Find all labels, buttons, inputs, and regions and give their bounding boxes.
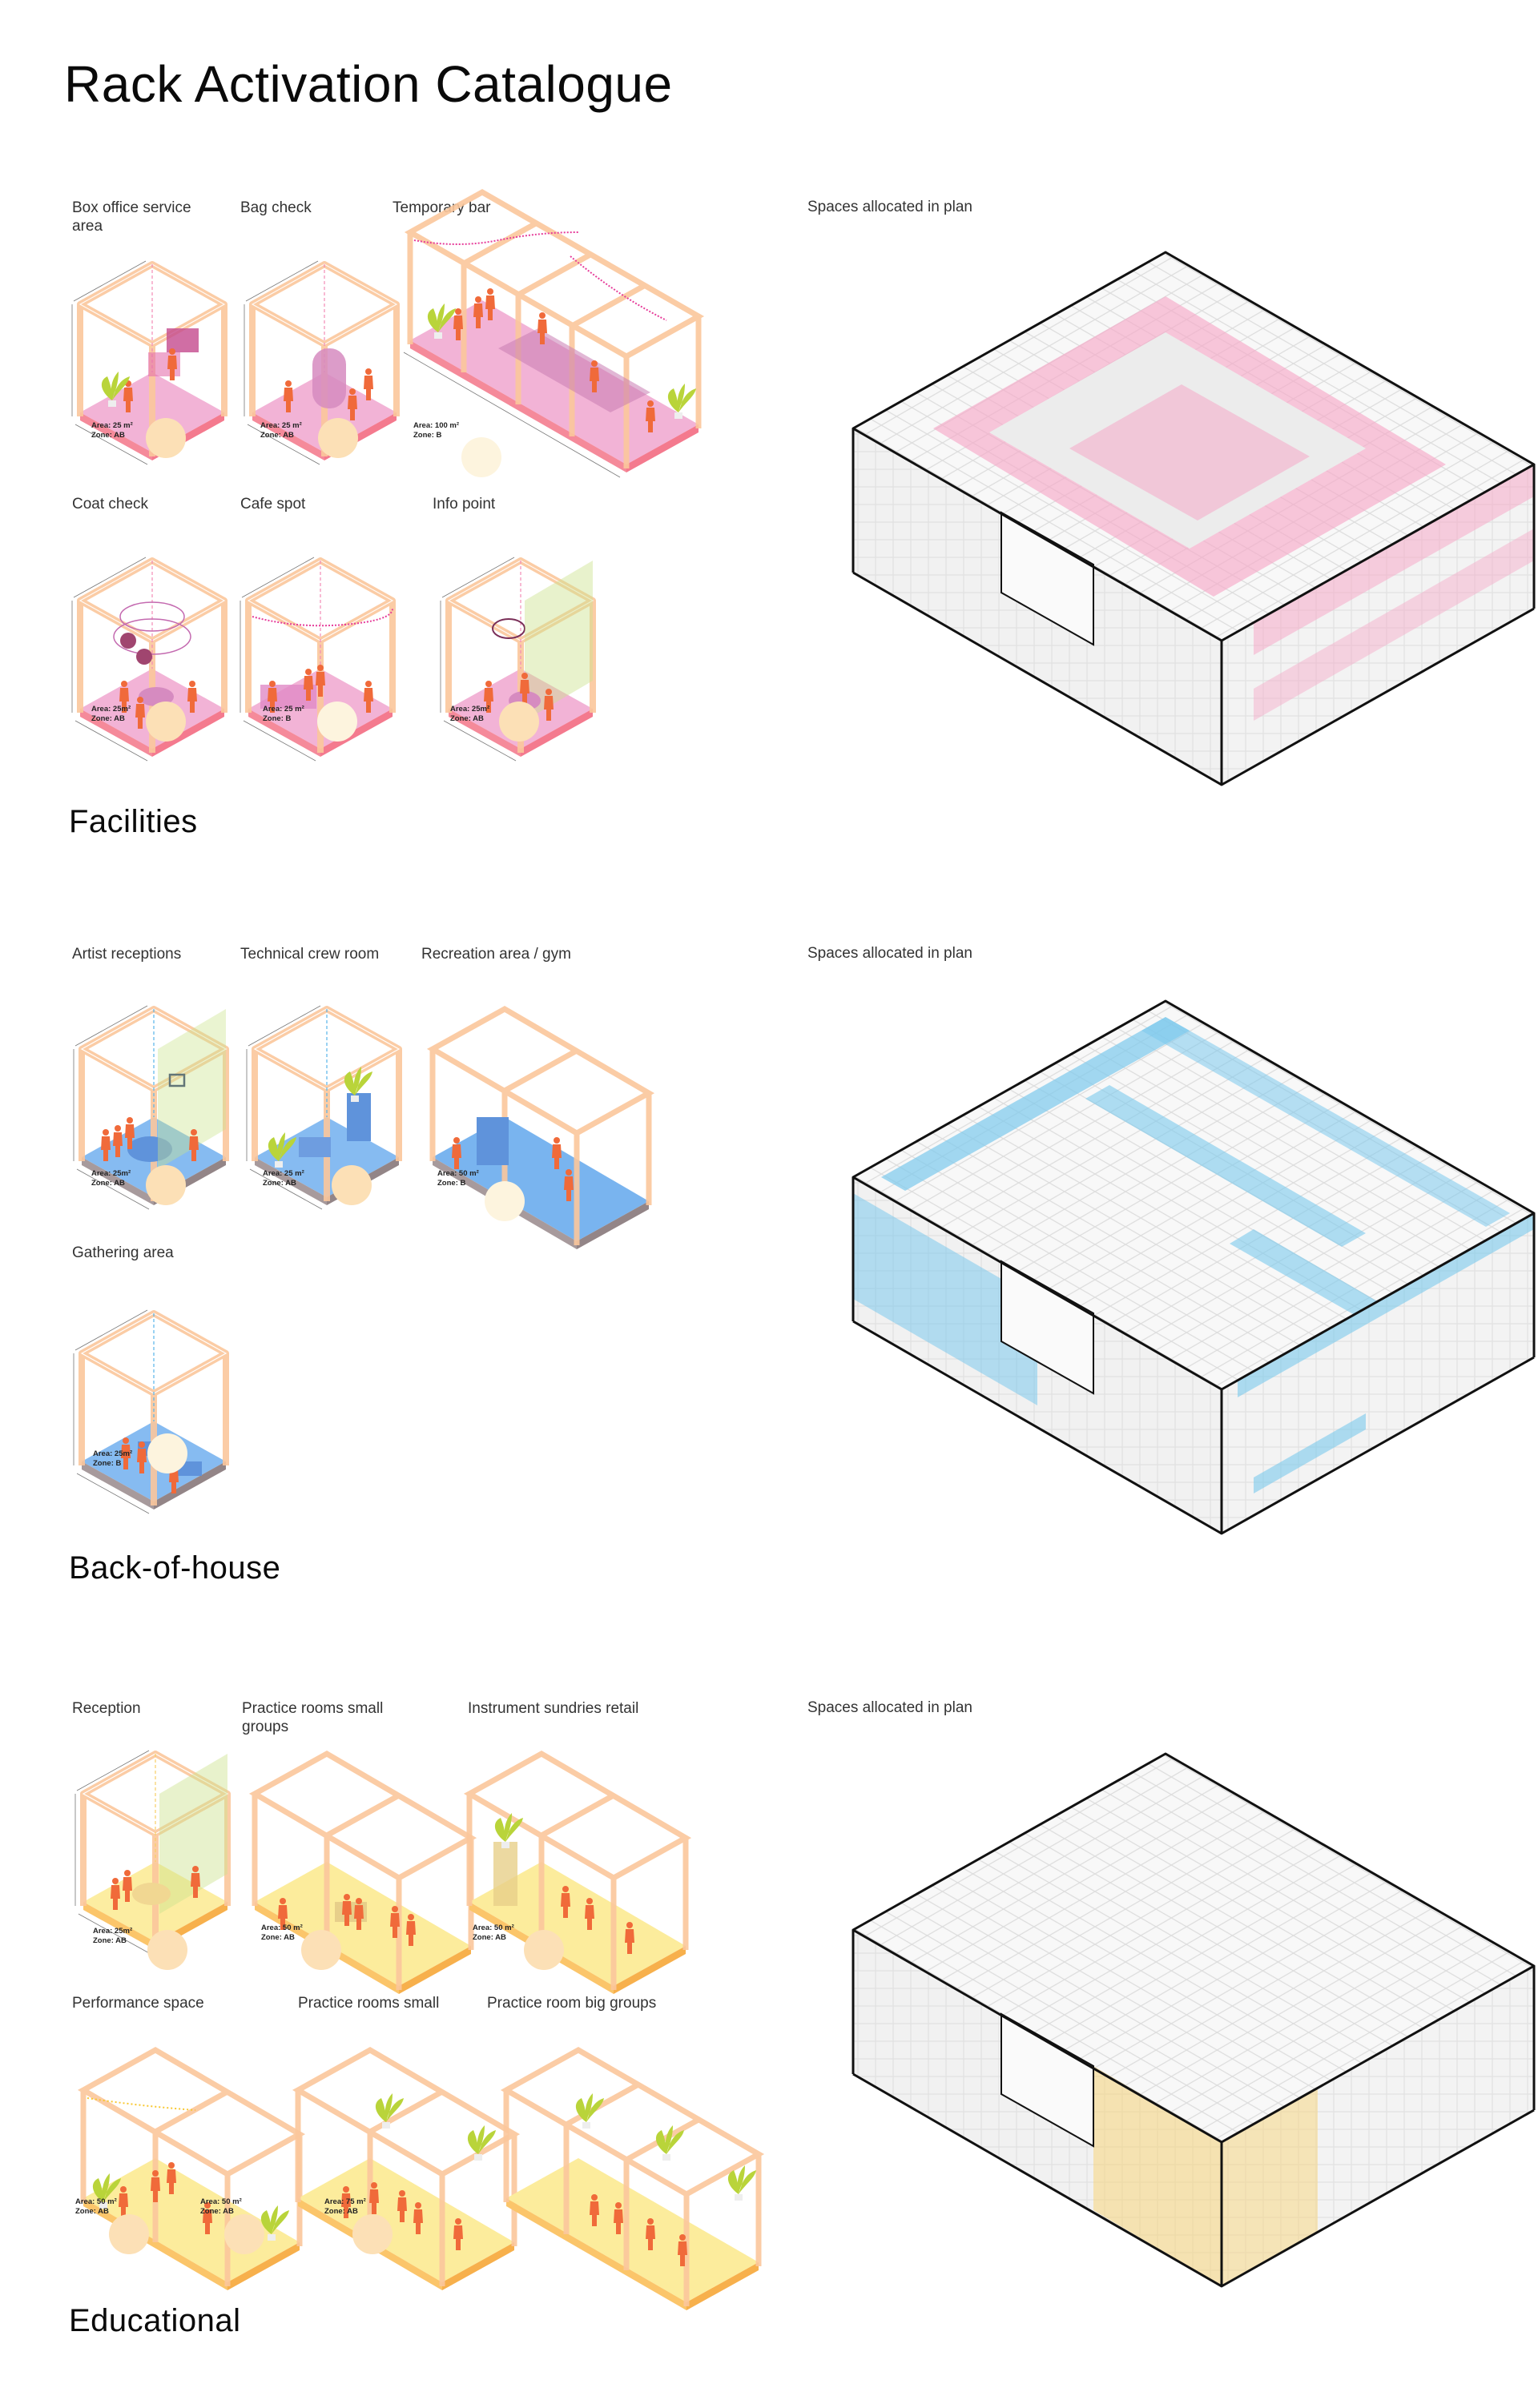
area-zone-meta: Area: 25 m² Zone: AB	[260, 421, 302, 440]
zone-text: Zone: B	[93, 1459, 122, 1468]
plan-isometric-blue	[852, 999, 1536, 1535]
card-label: Cafe spot	[240, 496, 306, 513]
area-zone-meta: Area: 25m² Zone: AB	[93, 1927, 132, 1946]
zone-text: Zone: AB	[324, 2207, 358, 2216]
zone-text: Zone: AB	[261, 1933, 295, 1942]
zone-ab-dot	[524, 1930, 564, 1970]
area-zone-meta: Area: 50 m² Zone: AB	[261, 1924, 303, 1943]
zone-text: Zone: AB	[263, 1179, 296, 1188]
area-text: Area: 25m²	[93, 1927, 133, 1936]
card-bag-check: Bag check	[240, 199, 401, 471]
zone-ab-dot	[332, 1165, 372, 1205]
section-heading-facilities: Facilities	[69, 804, 198, 839]
area-zone-meta: Area: 50 m² Zone: AB	[75, 2197, 117, 2217]
card-label: Info point	[433, 496, 496, 513]
zone-text: Zone: AB	[93, 1936, 127, 1945]
zone-text: Zone: AB	[200, 2207, 234, 2216]
zone-b-dot	[317, 701, 357, 742]
area-text: Area: 25 m²	[260, 421, 302, 430]
zone-text: Zone: AB	[260, 431, 294, 440]
educational-module-illustrations	[0, 1682, 765, 2310]
area-text: Area: 50 m²	[200, 2197, 242, 2206]
zone-text: Zone: AB	[473, 1933, 506, 1942]
card-coat-check: Coat check	[72, 495, 232, 767]
back-of-house-module-illustrations	[0, 921, 655, 1481]
section-heading-back-of-house: Back-of-house	[69, 1550, 281, 1586]
zone-text: Zone: AB	[91, 431, 125, 440]
zone-text: Zone: B	[263, 714, 292, 723]
card-info-point: Info point	[433, 495, 593, 767]
zone-ab-dot	[147, 1930, 187, 1970]
card-label: Reception	[72, 1700, 141, 1717]
area-zone-meta: Area: 50 m² Zone: AB	[200, 2197, 242, 2217]
zone-ab-dot	[352, 2214, 393, 2254]
card-box-office: Box office service area	[72, 199, 232, 471]
area-text: Area: 50 m²	[75, 2197, 117, 2206]
card-label: Recreation area / gym	[421, 946, 571, 963]
area-text: Area: 50 m²	[437, 1169, 479, 1178]
area-zone-meta: Area: 50 m² Zone: AB	[473, 1924, 514, 1943]
card-label: Artist receptions	[72, 946, 182, 963]
area-text: Area: 25 m²	[91, 421, 133, 430]
area-zone-meta: Area: 25 m² Zone: AB	[263, 1169, 304, 1188]
zone-text: Zone: AB	[91, 1179, 125, 1188]
area-text: Area: 25m²	[93, 1449, 133, 1458]
card-label: Performance space	[72, 1995, 204, 2012]
zone-b-dot	[461, 437, 501, 477]
area-zone-meta: Area: 25m² Zone: B	[93, 1449, 132, 1469]
zone-b-dot	[485, 1181, 525, 1221]
facilities-module-illustrations	[0, 188, 705, 785]
zone-ab-dot	[146, 418, 186, 458]
area-text: Area: 50 m²	[261, 1924, 303, 1932]
area-zone-meta: Area: 100 m² Zone: B	[413, 421, 459, 440]
zone-text: Zone: AB	[450, 714, 484, 723]
area-zone-meta: Area: 25m² Zone: AB	[91, 1169, 131, 1188]
zone-text: Zone: AB	[91, 714, 125, 723]
area-text: Area: 25m²	[450, 705, 490, 714]
area-zone-meta: Area: 75 m² Zone: AB	[324, 2197, 366, 2217]
plan-label: Spaces allocated in plan	[807, 945, 972, 962]
zone-ab-dot	[146, 701, 186, 742]
card-label: Bag check	[240, 199, 312, 216]
area-text: Area: 25 m²	[263, 1169, 304, 1178]
area-text: Area: 50 m²	[473, 1924, 514, 1932]
area-zone-meta: Area: 50 m² Zone: B	[437, 1169, 479, 1188]
area-text: Area: 25m²	[91, 1169, 131, 1178]
zone-ab-dot	[109, 2214, 149, 2254]
zone-ab-dot	[224, 2214, 264, 2254]
card-label: Practice rooms small groups	[242, 1700, 384, 1735]
card-label: Instrument sundries retail	[468, 1700, 639, 1717]
zone-ab-dot	[146, 1165, 186, 1205]
area-zone-meta: Area: 25 m² Zone: AB	[91, 421, 133, 440]
card-label: Coat check	[72, 496, 149, 513]
area-zone-meta: Area: 25 m² Zone: B	[263, 705, 304, 724]
card-label: Gathering area	[72, 1244, 174, 1261]
card-label: Practice rooms small	[298, 1995, 440, 2012]
page-title: Rack Activation Catalogue	[64, 55, 673, 113]
area-text: Area: 25 m²	[263, 705, 304, 714]
plan-isometric-yellow	[852, 1752, 1536, 2288]
card-label: Practice room big groups	[487, 1995, 657, 2012]
area-text: Area: 100 m²	[413, 421, 460, 430]
plan-label: Spaces allocated in plan	[807, 199, 972, 215]
zone-ab-dot	[499, 701, 539, 742]
zone-text: Zone: B	[413, 431, 442, 440]
area-zone-meta: Area: 25m² Zone: AB	[450, 705, 489, 724]
card-label: Technical crew room	[240, 946, 380, 963]
area-text: Area: 75 m²	[324, 2197, 366, 2206]
plan-isometric-pink	[852, 251, 1536, 786]
area-text: Area: 25m²	[91, 705, 131, 714]
zone-ab-dot	[318, 418, 358, 458]
section-heading-educational: Educational	[69, 2303, 241, 2338]
zone-text: Zone: B	[437, 1179, 466, 1188]
plan-label: Spaces allocated in plan	[807, 1699, 972, 1716]
zone-ab-dot	[301, 1930, 341, 1970]
card-label: Box office service area	[72, 199, 191, 235]
card-cafe-spot: Cafe spot	[240, 495, 401, 767]
zone-b-dot	[147, 1433, 187, 1473]
zone-text: Zone: AB	[75, 2207, 109, 2216]
area-zone-meta: Area: 25m² Zone: AB	[91, 705, 131, 724]
